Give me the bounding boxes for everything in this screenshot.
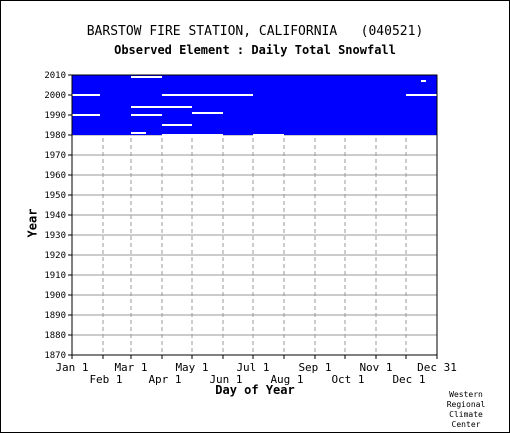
missing-segment-8 (72, 114, 100, 116)
data-block (72, 75, 437, 135)
y-tick-label-1880: 1880 (44, 331, 66, 341)
missing-segment-2 (72, 94, 100, 96)
x-tick-label-upper-4: Sep 1 (298, 361, 331, 374)
y-tick-label-1990: 1990 (44, 111, 66, 121)
missing-segment-13 (253, 134, 284, 136)
missing-segment-7 (192, 112, 223, 114)
missing-segment-0 (131, 76, 162, 78)
missing-segment-11 (131, 132, 146, 134)
chart-title: BARSTOW FIRE STATION, CALIFORNIA (040521… (86, 24, 424, 39)
y-tick-label-2000: 2000 (44, 91, 66, 101)
x-tick-label-lower-5: Dec 1 (392, 373, 425, 386)
y-tick-label-1910: 1910 (44, 271, 66, 281)
y-tick-label-1890: 1890 (44, 311, 66, 321)
missing-segment-9 (131, 114, 162, 116)
y-tick-label-1920: 1920 (44, 251, 66, 261)
x-tick-label-lower-0: Feb 1 (89, 373, 122, 386)
x-tick-label-lower-2: Jun 1 (209, 373, 242, 386)
missing-segment-5 (131, 106, 162, 108)
missing-segment-6 (162, 106, 192, 108)
missing-segment-10 (162, 124, 192, 126)
x-axis-label: Day of Year (215, 383, 295, 397)
y-tick-label-1980: 1980 (44, 131, 66, 141)
x-tick-label-upper-2: May 1 (175, 361, 208, 374)
y-tick-label-1930: 1930 (44, 231, 66, 241)
y-tick-label-1960: 1960 (44, 171, 66, 181)
credit-text: Western Regional Climate Center (446, 390, 486, 429)
y-tick-label-1900: 1900 (44, 291, 66, 301)
y-tick-label-1950: 1950 (44, 191, 66, 201)
y-tick-label-1870: 1870 (44, 351, 66, 361)
x-tick-label-lower-1: Apr 1 (148, 373, 181, 386)
x-tick-label-lower-3: Aug 1 (270, 373, 303, 386)
x-tick-label-upper-1: Mar 1 (114, 361, 147, 374)
x-tick-label-lower-4: Oct 1 (331, 373, 364, 386)
x-tick-label-upper-0: Jan 1 (55, 361, 88, 374)
y-tick-label-1970: 1970 (44, 151, 66, 161)
x-tick-label-upper-3: Jul 1 (236, 361, 269, 374)
missing-segment-1 (421, 80, 426, 82)
missing-segment-4 (406, 94, 437, 96)
y-tick-label-1940: 1940 (44, 211, 66, 221)
missing-segment-12 (162, 134, 223, 136)
x-tick-label-upper-6: Dec 31 (417, 361, 457, 374)
missing-segment-3 (162, 94, 253, 96)
x-tick-label-upper-5: Nov 1 (359, 361, 392, 374)
y-tick-label-2010: 2010 (44, 71, 66, 81)
chart-subtitle: Observed Element : Daily Total Snowfall (114, 43, 396, 57)
